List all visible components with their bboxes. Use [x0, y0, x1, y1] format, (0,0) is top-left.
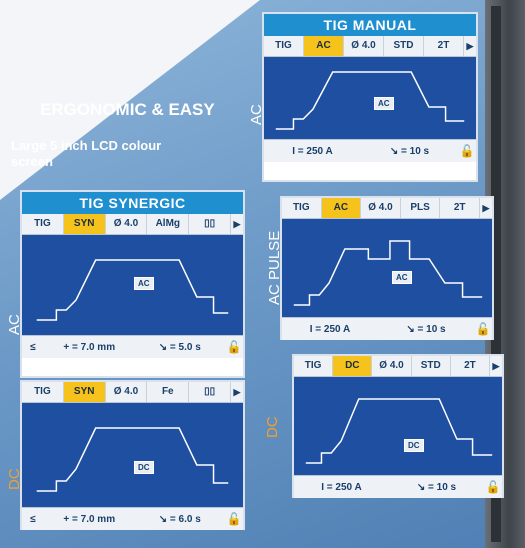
subline: Large 5 inch LCD colour screen — [11, 138, 162, 169]
weld-curve — [36, 427, 229, 492]
panel-synergic-dc: TIG SYN Ø 4.0 Fe ▯▯ ▶ DC ≤ + = 7.0 mm ↘ … — [20, 380, 245, 530]
tab-material[interactable]: Fe — [147, 382, 190, 402]
current-type-badge: AC — [392, 271, 412, 284]
tab-joint[interactable]: ▯▯ — [189, 214, 231, 234]
current-type-badge: AC — [134, 277, 154, 290]
corner-background — [0, 0, 260, 200]
panel-footer: I = 250 A ↘ = 10 s 🔓 — [264, 139, 476, 162]
panel-footer: I = 250 A ↘ = 10 s 🔓 — [294, 475, 502, 498]
panel-manual-ac: TIG MANUAL TIG AC Ø 4.0 STD 2T ▶ AC I = … — [262, 12, 478, 182]
thickness-value[interactable]: + = 7.0 mm — [63, 513, 116, 525]
tab-process[interactable]: TIG — [294, 356, 334, 376]
tab-mode[interactable]: STD — [384, 36, 424, 56]
tab-current[interactable]: DC — [333, 356, 373, 376]
tab-mode[interactable]: PLS — [401, 198, 441, 218]
tab-trigger[interactable]: 2T — [451, 356, 491, 376]
downslope-value[interactable]: ↘ = 6.0 s — [158, 513, 201, 525]
weld-curve — [36, 259, 229, 321]
lock-icon[interactable]: 🔓 — [459, 144, 475, 158]
tab-current[interactable]: AC — [304, 36, 344, 56]
tab-mode[interactable]: SYN — [63, 382, 106, 402]
tab-material[interactable]: AlMg — [147, 214, 190, 234]
tab-diameter[interactable]: Ø 4.0 — [106, 382, 148, 402]
label-dc-right: DC — [264, 416, 281, 438]
weld-curve-graph: AC — [22, 235, 243, 335]
current-type-badge: DC — [404, 439, 424, 452]
angle-icon[interactable]: ≤ — [30, 513, 36, 525]
lock-icon[interactable]: 🔓 — [475, 322, 491, 336]
tab-process[interactable]: TIG — [264, 36, 304, 56]
weld-curve — [305, 398, 493, 464]
tab-process[interactable]: TIG — [22, 214, 64, 234]
tab-process[interactable]: TIG — [282, 198, 322, 218]
downslope-value[interactable]: ↘ = 10 s — [416, 481, 457, 493]
tab-diameter[interactable]: Ø 4.0 — [106, 214, 148, 234]
next-arrow-icon[interactable]: ▶ — [466, 41, 474, 51]
tab-bar: TIG AC Ø 4.0 STD 2T ▶ — [264, 36, 476, 57]
tab-diameter[interactable]: Ø 4.0 — [372, 356, 412, 376]
panel-synergic-ac: TIG SYNERGIC TIG SYN Ø 4.0 AlMg ▯▯ ▶ AC … — [20, 190, 245, 378]
weld-curve — [293, 240, 483, 306]
panel-footer: I = 250 A ↘ = 10 s 🔓 — [282, 317, 492, 340]
downslope-value[interactable]: ↘ = 10 s — [406, 323, 446, 335]
weld-curve-graph: DC — [294, 377, 502, 475]
current-type-badge: DC — [134, 461, 154, 474]
panel-title: TIG MANUAL — [264, 14, 476, 36]
tab-diameter[interactable]: Ø 4.0 — [344, 36, 384, 56]
lock-icon[interactable]: 🔓 — [226, 512, 242, 526]
lock-icon[interactable]: 🔓 — [226, 340, 242, 354]
next-arrow-icon[interactable]: ▶ — [492, 361, 500, 371]
weld-curve-graph: AC — [264, 57, 476, 139]
next-arrow-icon[interactable]: ▶ — [233, 219, 241, 229]
tab-diameter[interactable]: Ø 4.0 — [361, 198, 401, 218]
tab-joint[interactable]: ▯▯ — [189, 382, 231, 402]
downslope-value[interactable]: ↘ = 5.0 s — [158, 341, 201, 353]
tab-bar: TIG SYN Ø 4.0 AlMg ▯▯ ▶ — [22, 214, 243, 235]
tab-mode[interactable]: SYN — [63, 214, 106, 234]
current-value[interactable]: I = 250 A — [321, 481, 362, 493]
tab-mode[interactable]: STD — [412, 356, 451, 376]
weld-curve-graph: AC — [282, 219, 492, 317]
lock-icon[interactable]: 🔓 — [485, 480, 501, 494]
tab-current[interactable]: AC — [321, 198, 362, 218]
tab-trigger[interactable]: 2T — [440, 198, 480, 218]
headline: ERGONOMIC & EASY — [40, 100, 215, 119]
current-type-badge: AC — [374, 97, 394, 110]
panel-manual-dc: TIG DC Ø 4.0 STD 2T ▶ DC I = 250 A ↘ = 1… — [292, 354, 504, 498]
current-value[interactable]: I = 250 A — [292, 145, 333, 157]
downslope-value[interactable]: ↘ = 10 s — [389, 145, 430, 157]
weld-curve — [275, 71, 465, 130]
tab-bar: TIG SYN Ø 4.0 Fe ▯▯ ▶ — [22, 382, 243, 403]
tab-trigger[interactable]: 2T — [424, 36, 464, 56]
current-value[interactable]: I = 250 A — [309, 323, 351, 335]
tab-bar: TIG AC Ø 4.0 PLS 2T ▶ — [282, 198, 492, 219]
next-arrow-icon[interactable]: ▶ — [482, 203, 490, 213]
thickness-value[interactable]: + = 7.0 mm — [63, 341, 116, 353]
tab-bar: TIG DC Ø 4.0 STD 2T ▶ — [294, 356, 502, 377]
weld-curve-graph: DC — [22, 403, 243, 507]
panel-footer: ≤ + = 7.0 mm ↘ = 6.0 s 🔓 — [22, 507, 243, 530]
next-arrow-icon[interactable]: ▶ — [233, 387, 241, 397]
angle-icon[interactable]: ≤ — [30, 341, 36, 353]
panel-footer: ≤ + = 7.0 mm ↘ = 5.0 s 🔓 — [22, 335, 243, 358]
panel-manual-acpulse: TIG AC Ø 4.0 PLS 2T ▶ AC I = 250 A ↘ = 1… — [280, 196, 494, 340]
tab-process[interactable]: TIG — [22, 382, 64, 402]
panel-title: TIG SYNERGIC — [22, 192, 243, 214]
